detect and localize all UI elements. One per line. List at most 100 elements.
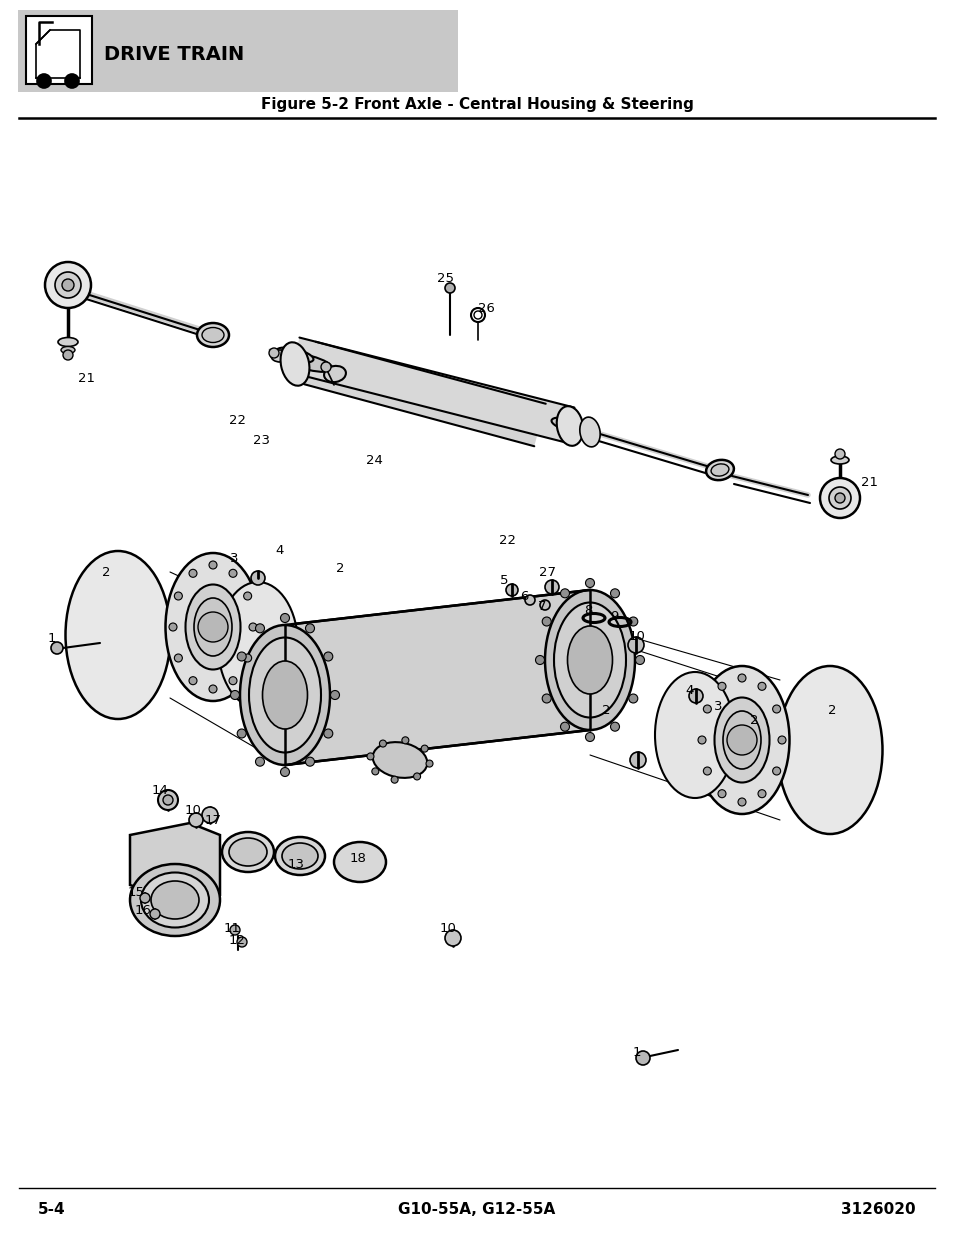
Circle shape: [230, 925, 240, 935]
Circle shape: [539, 600, 550, 610]
Text: DRIVE TRAIN: DRIVE TRAIN: [104, 44, 244, 63]
Text: 4: 4: [685, 683, 694, 697]
Circle shape: [163, 795, 172, 805]
Circle shape: [585, 732, 594, 741]
Text: 15: 15: [128, 885, 144, 899]
Ellipse shape: [705, 459, 733, 480]
Ellipse shape: [579, 417, 599, 447]
Circle shape: [610, 589, 618, 598]
Circle shape: [305, 624, 314, 632]
Circle shape: [758, 682, 765, 690]
Polygon shape: [285, 590, 589, 764]
Ellipse shape: [544, 590, 635, 730]
Circle shape: [524, 595, 535, 605]
Text: 5-4: 5-4: [38, 1203, 66, 1218]
Polygon shape: [130, 823, 220, 905]
Circle shape: [229, 677, 236, 684]
Circle shape: [610, 722, 618, 731]
Text: 9: 9: [609, 610, 618, 622]
Ellipse shape: [218, 582, 297, 708]
Circle shape: [738, 798, 745, 806]
Bar: [18, 10, 457, 91]
Circle shape: [280, 614, 289, 622]
Ellipse shape: [151, 881, 199, 919]
Text: 16: 16: [134, 904, 152, 916]
Ellipse shape: [193, 598, 232, 656]
Circle shape: [627, 637, 643, 653]
Circle shape: [702, 767, 711, 776]
Circle shape: [372, 768, 378, 774]
Ellipse shape: [276, 347, 314, 362]
Ellipse shape: [141, 872, 209, 927]
Circle shape: [738, 674, 745, 682]
Ellipse shape: [655, 672, 734, 798]
Text: 22: 22: [499, 534, 516, 547]
Ellipse shape: [229, 839, 267, 866]
Circle shape: [243, 592, 252, 600]
Text: 27: 27: [539, 566, 556, 578]
Circle shape: [471, 308, 484, 322]
Text: 10: 10: [184, 804, 201, 816]
Text: 21: 21: [861, 475, 878, 489]
Circle shape: [772, 767, 780, 776]
Circle shape: [628, 618, 638, 626]
Text: 2: 2: [827, 704, 836, 716]
Circle shape: [269, 348, 278, 358]
Circle shape: [726, 725, 757, 755]
Circle shape: [698, 736, 705, 743]
Polygon shape: [291, 337, 574, 442]
Circle shape: [55, 272, 81, 298]
Circle shape: [702, 705, 711, 713]
Ellipse shape: [722, 711, 760, 769]
Ellipse shape: [557, 406, 582, 446]
Circle shape: [51, 642, 63, 655]
Circle shape: [505, 584, 517, 597]
Circle shape: [401, 737, 409, 743]
Text: 14: 14: [152, 783, 169, 797]
Text: 10: 10: [628, 631, 645, 643]
Circle shape: [541, 694, 551, 703]
Text: 12: 12: [229, 934, 245, 946]
Text: 1: 1: [632, 1046, 640, 1058]
Ellipse shape: [777, 666, 882, 834]
Circle shape: [367, 753, 374, 760]
Circle shape: [255, 624, 264, 632]
Circle shape: [174, 655, 182, 662]
Text: 24: 24: [365, 453, 382, 467]
Ellipse shape: [58, 337, 78, 347]
Circle shape: [320, 362, 331, 372]
Circle shape: [834, 493, 844, 503]
Text: 18: 18: [349, 851, 366, 864]
Circle shape: [636, 1051, 649, 1065]
Circle shape: [236, 937, 247, 947]
Ellipse shape: [240, 625, 330, 764]
Text: 2: 2: [102, 566, 111, 578]
Ellipse shape: [196, 324, 229, 347]
Text: 26: 26: [477, 301, 494, 315]
Text: 22: 22: [230, 414, 246, 426]
Circle shape: [585, 578, 594, 588]
Circle shape: [169, 622, 177, 631]
Circle shape: [688, 689, 702, 703]
Circle shape: [629, 752, 645, 768]
Ellipse shape: [714, 698, 769, 783]
Circle shape: [237, 652, 246, 661]
Circle shape: [772, 705, 780, 713]
Circle shape: [828, 487, 850, 509]
Circle shape: [420, 745, 428, 752]
Circle shape: [237, 729, 246, 739]
Ellipse shape: [262, 661, 307, 729]
Circle shape: [63, 350, 73, 359]
Circle shape: [330, 690, 339, 699]
Text: Figure 5-2 Front Axle - Central Housing & Steering: Figure 5-2 Front Axle - Central Housing …: [260, 98, 693, 112]
Circle shape: [444, 930, 460, 946]
Circle shape: [198, 613, 228, 642]
Circle shape: [65, 74, 79, 88]
Circle shape: [140, 893, 150, 903]
Circle shape: [231, 690, 239, 699]
Ellipse shape: [274, 837, 325, 876]
Text: 4: 4: [275, 543, 284, 557]
Ellipse shape: [830, 456, 848, 464]
Ellipse shape: [222, 832, 274, 872]
Text: 25: 25: [437, 272, 454, 284]
